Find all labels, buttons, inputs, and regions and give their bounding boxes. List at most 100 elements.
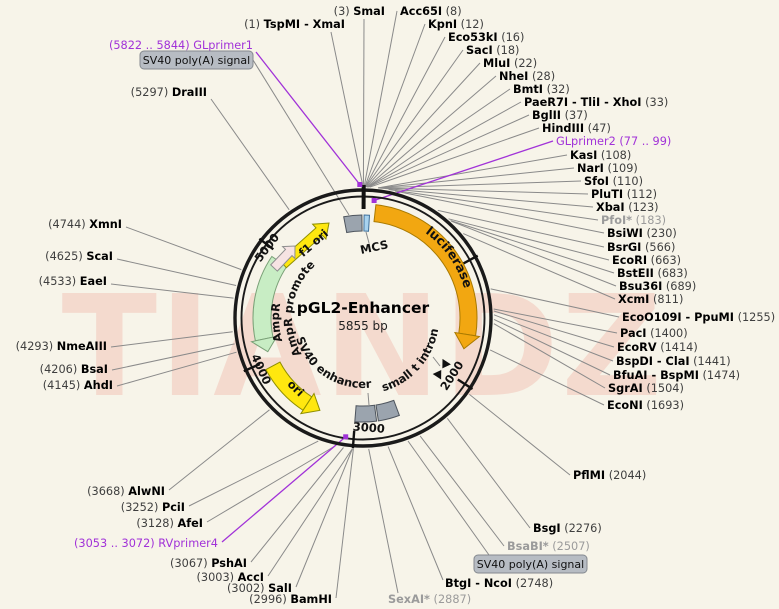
boxed-label-bg bbox=[473, 554, 588, 574]
leader-line-saci bbox=[365, 49, 464, 188]
site-label-eco53ki: Eco53kI (16) bbox=[448, 31, 524, 44]
site-label-bsai: (4206) BsaI bbox=[40, 363, 108, 376]
site-label-pcii: (3252) PciI bbox=[121, 501, 185, 514]
site-label-bmti: BmtI (32) bbox=[513, 83, 570, 96]
leader-line-bsiwi bbox=[394, 190, 605, 234]
leader-line-xcmi bbox=[463, 233, 616, 300]
leader-line-hindiii bbox=[369, 127, 540, 188]
site-label-scai: (4625) ScaI bbox=[45, 250, 113, 263]
site-label-nmeaiii: (4293) NmeAIII bbox=[16, 340, 107, 353]
site-label-rvprimer4: (3053 .. 3072) RVprimer4 bbox=[74, 537, 218, 550]
site-label-draiii: (5297) DraIII bbox=[131, 86, 207, 99]
site-label-ecoo109i-ppumi: EcoO109I - PpuMI (1255) bbox=[622, 311, 775, 324]
sv40-late-polya-box bbox=[343, 214, 363, 234]
site-label-pluti: PluTI (112) bbox=[591, 188, 657, 201]
ampr-promoter-arrow bbox=[269, 245, 296, 272]
site-label-eaei: (4533) EaeI bbox=[39, 275, 107, 288]
site-label-paer7i-tlii-xhoi: PaeR7I - TliI - XhoI (33) bbox=[524, 96, 668, 109]
leader-line-paer7i-tlii-xhoi bbox=[367, 101, 522, 188]
small-t-intron-pointer bbox=[432, 356, 441, 367]
leader-line-ecoo109i-ppumi bbox=[490, 288, 620, 318]
mcs-pointer bbox=[365, 231, 370, 244]
leader-line-alwni bbox=[168, 409, 270, 491]
site-label-bsrgi: BsrGI (566) bbox=[607, 241, 675, 254]
leader-line-ecori bbox=[448, 218, 610, 261]
leader-line-xbai bbox=[380, 187, 594, 208]
luciferase-arrowhead bbox=[453, 331, 481, 350]
site-label-nhei: NheI (28) bbox=[499, 70, 555, 83]
site-label-bglii: BglII (37) bbox=[532, 109, 588, 122]
site-label-ecorv: EcoRV (1414) bbox=[617, 341, 698, 354]
site-label-btgi-ncoi: BtgI - NcoI (2748) bbox=[445, 577, 553, 590]
leader-line-pshai bbox=[250, 447, 344, 563]
sv40-enhancer-box-2 bbox=[354, 404, 378, 423]
leader-line-bsu36i bbox=[451, 220, 617, 287]
site-label-sali: (3002) SalI bbox=[227, 582, 292, 595]
leader-line-sv40-polya-1 bbox=[407, 440, 490, 556]
leader-lines bbox=[110, 10, 620, 599]
leader-line-nhei bbox=[366, 75, 497, 188]
tick-1000 bbox=[461, 254, 479, 266]
site-label-saci: SacI (18) bbox=[466, 44, 519, 57]
leader-line-pfoi- bbox=[388, 189, 599, 221]
site-label-bsgi: BsgI (2276) bbox=[533, 522, 602, 535]
site-label-pflmi: PflMI (2044) bbox=[573, 469, 646, 482]
leader-line-rvprimer4 bbox=[221, 436, 347, 543]
boxed-label-text: SV40 poly(A) signal bbox=[477, 558, 584, 571]
site-label-ahdi: (4145) AhdI bbox=[43, 379, 113, 392]
small-t-intron-symbol-glyph bbox=[432, 358, 451, 380]
site-label-glprimer1: (5822 .. 5844) GLprimer1 bbox=[109, 39, 253, 52]
leader-line-scai bbox=[116, 258, 237, 286]
leader-line-bglii bbox=[367, 114, 530, 188]
boxed-label-bg bbox=[139, 50, 254, 70]
leader-line-sexai- bbox=[368, 448, 399, 594]
site-label-afei: (3128) AfeI bbox=[136, 517, 203, 530]
small-t-intron-symbol bbox=[432, 358, 451, 380]
leader-line-sv40-polya-0 bbox=[252, 59, 350, 216]
leader-line-glprimer2 bbox=[373, 140, 554, 202]
leader-line-eco53ki bbox=[364, 36, 446, 188]
leader-line-kpni bbox=[364, 23, 426, 188]
site-label-xmni: (4744) XmnI bbox=[48, 218, 122, 231]
site-label-bsteii: BstEII (683) bbox=[617, 267, 688, 280]
site-label-pfoi: PfoI* (183) bbox=[601, 214, 666, 227]
site-label-kasi: KasI (108) bbox=[570, 149, 631, 162]
site-label-acc65i: Acc65I (8) bbox=[400, 5, 462, 18]
leader-line-ahdi bbox=[116, 351, 237, 387]
plasmid-title: pGL2-Enhancer bbox=[297, 299, 430, 317]
leader-line-eaei bbox=[110, 283, 234, 299]
tick-5000 bbox=[258, 237, 275, 251]
site-label-glprimer2: GLprimer2 (77 .. 99) bbox=[556, 135, 671, 148]
features bbox=[250, 204, 481, 423]
leader-line-bfuai-bspmi bbox=[493, 318, 611, 376]
primer-marker-rvprimer4 bbox=[343, 434, 349, 440]
leader-line-acci bbox=[267, 448, 353, 577]
site-label-nari: NarI (109) bbox=[577, 162, 638, 175]
leader-line-bsgi bbox=[446, 417, 531, 529]
leader-line-acc65i bbox=[363, 10, 398, 188]
site-label-xcmi: XcmI (811) bbox=[618, 293, 683, 306]
leader-line-paci bbox=[493, 308, 618, 334]
site-label-bfuai-bspmi: BfuAI - BspMI (1474) bbox=[613, 369, 740, 382]
boxed-label-text: SV40 poly(A) signal bbox=[143, 54, 250, 67]
sv40-enhancer-pointer bbox=[367, 392, 370, 406]
leader-line-sgrai bbox=[493, 323, 606, 389]
ori-body bbox=[265, 361, 313, 411]
leader-line-econi bbox=[489, 349, 605, 406]
leader-line-bsteii bbox=[450, 220, 615, 274]
site-label-smai: (3) SmaI bbox=[334, 5, 385, 18]
mcs-box bbox=[363, 214, 371, 232]
leader-line-afei bbox=[206, 445, 336, 523]
ori-arrowhead bbox=[299, 392, 321, 415]
leader-line-glprimer1 bbox=[255, 51, 361, 185]
leader-line-nari bbox=[378, 167, 575, 189]
leader-line-tspmi-xmai bbox=[330, 31, 364, 188]
site-label-econi: EcoNI (1693) bbox=[607, 399, 684, 412]
boxed-label-sv40-polya-signal-1: SV40 poly(A) signal bbox=[139, 50, 254, 70]
leader-line-draiii bbox=[210, 98, 290, 211]
site-label-ecori: EcoRI (663) bbox=[612, 254, 681, 267]
site-label-pshai: (3067) PshAI bbox=[170, 557, 247, 570]
